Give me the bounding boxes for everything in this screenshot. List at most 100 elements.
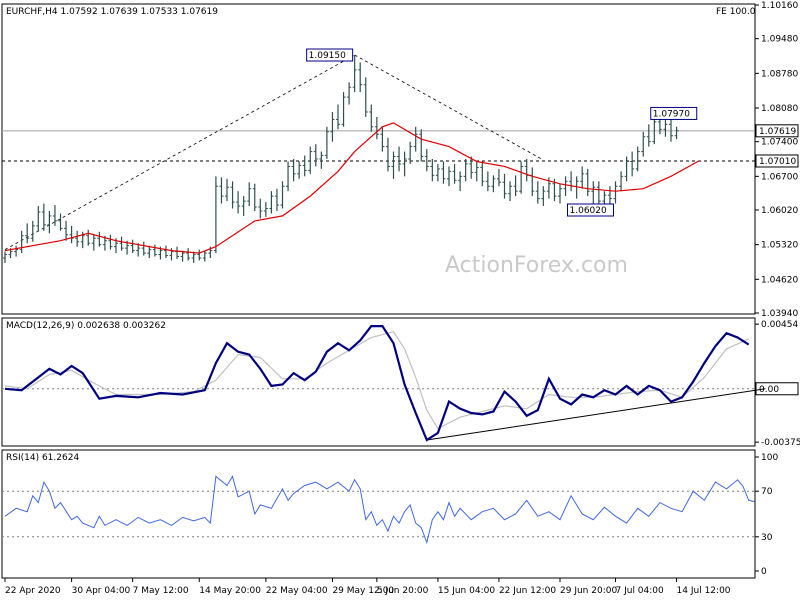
annotation-box (650, 106, 698, 120)
price-bar (252, 183, 257, 211)
price-bar (419, 129, 424, 162)
annotation-label: 1.06020 (570, 206, 607, 216)
price-bar (58, 213, 63, 231)
macd-zero-tag-label: 0.00 (759, 385, 779, 395)
price-bar (302, 155, 307, 177)
price-bar (513, 175, 518, 197)
price-bar (280, 181, 285, 209)
price-bar (402, 151, 407, 177)
price-bar (86, 229, 91, 246)
price-bar (452, 163, 457, 184)
price-bar (52, 205, 57, 226)
price-bar (30, 220, 35, 242)
price-bar (336, 104, 340, 130)
rsi-y-tick-label: 0 (761, 567, 767, 577)
price-bar (180, 250, 185, 262)
price-bar (19, 230, 24, 254)
price-bar (363, 77, 368, 117)
price-bar (480, 161, 485, 187)
rsi-y-tick-label: 30 (761, 533, 773, 543)
price-bar (225, 178, 229, 202)
rsi-panel (1, 449, 756, 579)
price-bar (41, 203, 46, 231)
price-bar (558, 183, 562, 204)
y-tick-label: 1.10160 (761, 1, 798, 11)
price-bar (347, 82, 352, 105)
price-bar (458, 171, 463, 192)
price-bar (596, 181, 601, 207)
price-bar (563, 176, 568, 197)
price-tag-box (755, 124, 799, 138)
price-bar (385, 137, 390, 172)
x-tick-label: 29 May 12:00 (332, 586, 394, 596)
price-bar (641, 131, 646, 157)
x-tick-label: 22 May 04:00 (266, 586, 328, 596)
annotation-label: 1.07970 (653, 109, 690, 119)
x-tick-label: 29 Jun 20:00 (560, 586, 617, 596)
x-tick-label: 7 Jul 04:00 (616, 586, 665, 596)
price-bar (496, 168, 501, 187)
price-bar (369, 104, 374, 132)
price-bar (635, 146, 640, 172)
price-bar (324, 126, 329, 159)
price-tag-label: 1.07010 (759, 157, 796, 167)
price-bar (64, 220, 69, 241)
price-bar (519, 161, 524, 194)
macd-series-macd (4, 325, 750, 442)
x-tick-label: 14 May 20:00 (199, 586, 261, 596)
macd-header: MACD(12,26,9) 0.002638 0.003262 (6, 321, 166, 331)
price-bar (380, 126, 385, 152)
price-bar (91, 234, 96, 251)
y-tick-label: 1.07400 (761, 138, 798, 148)
macd-y-tick-label: -0.00375 (761, 438, 800, 448)
price-bar (186, 248, 191, 261)
price-bar (591, 181, 596, 204)
price-bar (397, 146, 402, 172)
price-bar (652, 116, 657, 145)
x-tick-label: 22 Jun 12:00 (499, 586, 556, 596)
price-bar (75, 230, 80, 247)
price-bar (14, 245, 19, 257)
rsi-line (4, 475, 755, 545)
price-panel (1, 3, 756, 315)
price-tag-box (755, 154, 799, 168)
x-tick-label: 14 Jul 12:00 (677, 586, 731, 596)
price-bar (274, 188, 279, 211)
price-bar (119, 236, 124, 251)
price-bar (535, 181, 540, 204)
price-bar (624, 156, 629, 182)
price-bar (47, 210, 52, 234)
price-bar (474, 161, 479, 182)
price-bar (297, 161, 302, 179)
macd-zero-tag-box (755, 382, 799, 396)
price-bar (163, 245, 168, 259)
price-bar (291, 159, 296, 182)
price-bar (646, 124, 651, 147)
y-tick-label: 1.06020 (761, 206, 798, 216)
price-bar (585, 168, 590, 197)
x-tick-label: 15 Jun 04:00 (438, 586, 495, 596)
y-tick-label: 1.03940 (761, 309, 798, 319)
price-bar (491, 175, 496, 193)
price-bar (130, 239, 135, 254)
price-bar (630, 151, 635, 177)
annotation-label: 1.09150 (309, 51, 346, 61)
price-bar (430, 159, 435, 182)
price-bar (147, 245, 152, 259)
price-bar (36, 206, 41, 231)
price-bar (136, 243, 141, 257)
price-bar (191, 251, 196, 263)
price-bar (286, 161, 291, 192)
price-bar (619, 171, 624, 192)
watermark-text: ActionForex.com (445, 253, 628, 278)
price-bar (313, 144, 318, 167)
price-bar (669, 119, 673, 142)
rsi-y-tick-label: 70 (761, 487, 773, 497)
price-bar (202, 250, 207, 262)
price-bar (230, 181, 235, 209)
macd-series-signal (4, 331, 749, 430)
y-tick-label: 1.09480 (761, 35, 798, 45)
price-tag-label: 1.07619 (759, 127, 796, 137)
price-bar (241, 196, 246, 216)
dashed-trendline (4, 54, 355, 250)
